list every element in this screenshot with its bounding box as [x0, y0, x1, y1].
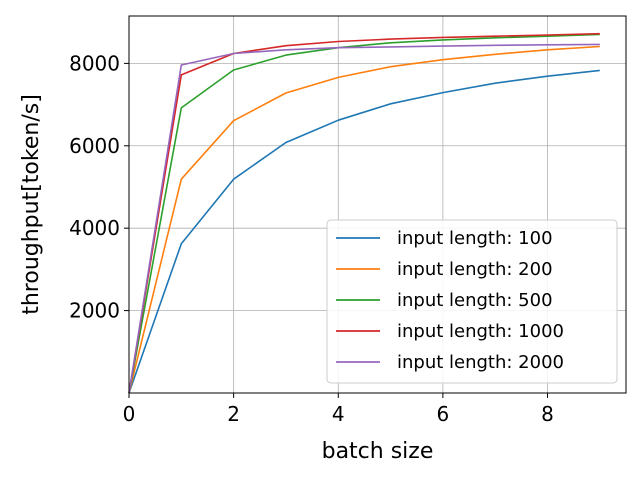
x-tick-label: 8	[541, 402, 554, 426]
series-line	[128, 33, 600, 394]
series-line	[128, 32, 600, 394]
series-line	[128, 69, 600, 394]
legend-label: input length: 500	[397, 290, 553, 311]
legend-label: input length: 1000	[397, 321, 564, 342]
series-lines	[128, 32, 600, 394]
plot-area-frame	[128, 15, 627, 394]
legend: input length: 100 input length: 200 input …	[326, 219, 618, 384]
x-tick-label: 0	[123, 402, 136, 426]
y-tick-label: 8000	[69, 51, 120, 75]
legend-label: input length: 200	[397, 259, 553, 280]
x-axis-label: batch size	[322, 439, 434, 464]
series-line	[128, 43, 600, 394]
series-line	[128, 45, 600, 394]
y-axis-label: throughput[token/s]	[19, 94, 44, 315]
y-tick-label: 2000	[69, 299, 120, 323]
legend-label: input length: 100	[397, 228, 553, 249]
legend-box	[326, 219, 618, 384]
y-tick-label: 4000	[69, 216, 120, 240]
y-tick-label: 6000	[69, 134, 120, 158]
x-tick-label: 6	[437, 402, 450, 426]
x-tick-label: 2	[227, 402, 240, 426]
axis-ticks: 0 2 4 6 8 2000 4000 6000 8000	[69, 51, 554, 426]
legend-label: input length: 2000	[397, 352, 564, 373]
x-tick-label: 4	[332, 402, 345, 426]
